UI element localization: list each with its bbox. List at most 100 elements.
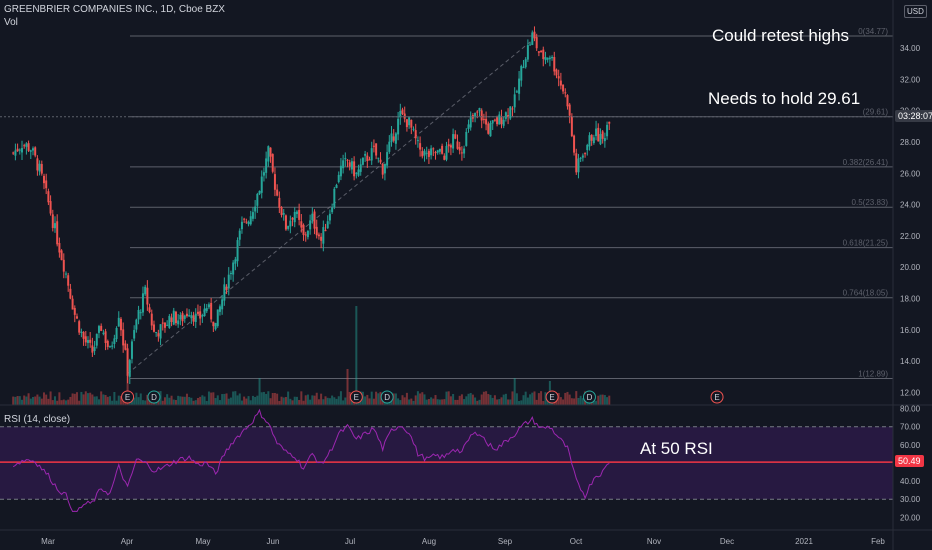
volume-bar [379,391,382,405]
volume-bar [71,393,74,405]
candle-body [405,119,408,128]
candle-body [529,44,532,46]
candle-body [95,333,98,346]
candle-body [423,150,426,156]
volume-bar [135,392,138,405]
volume-bar [18,396,21,405]
volume-bar [49,391,52,405]
candle-body [251,212,254,219]
volume-bar [280,396,283,405]
candle-body [225,286,228,291]
candle-body [357,169,360,176]
volume-bar [291,400,294,405]
currency-badge[interactable]: USD [904,5,927,18]
candle-body [71,298,74,310]
candle-body [509,106,512,119]
candle-body [287,225,290,229]
volume-bar [38,396,41,405]
volume-bar [366,394,369,405]
volume-bar [535,399,538,405]
candle-body [353,161,356,177]
earnings-event [710,390,724,404]
candle-body [69,288,72,299]
volume-bar [540,391,543,405]
candle-body [111,345,114,347]
candle-body [595,128,598,137]
candle-body [403,113,406,119]
candle-body [262,172,265,176]
volume-bar [482,391,485,405]
volume-bar [410,398,413,405]
candle-body [18,149,21,151]
candle-body [14,150,17,156]
volume-bar [375,391,378,405]
volume-bar [282,397,285,405]
fib-label: 0(34.77) [858,27,888,36]
volume-bar [447,391,450,405]
candle-body [23,145,26,147]
candle-body [102,332,105,334]
candle-body [31,148,34,151]
candle-body [207,304,210,308]
candle-body [238,230,241,240]
x-tick-label: Jul [345,537,355,546]
candle-body [366,155,369,162]
candle-body [25,143,28,147]
dividend-event [582,390,596,404]
volume-bar [100,391,103,405]
candle-body [273,174,276,190]
earnings-event [545,390,559,404]
volume-bar [185,393,188,405]
candle-body [84,336,87,343]
price-pane: 0(34.77) (29.61) 0.382(26.41) 0.5(23.83) 0.6… [0,26,893,405]
fib-label: 0.618(21.25) [843,239,889,248]
candle-body [210,302,213,320]
candle-body [443,155,446,160]
volume-bar [29,398,32,405]
volume-bar [93,396,96,405]
x-tick-label: Oct [570,537,583,546]
candle-body [309,220,312,230]
candle-body [555,69,558,76]
volume-bar [478,399,481,405]
candle-body [537,51,540,53]
volume-bar [573,398,576,405]
volume-bar [203,396,206,405]
candle-body [557,76,560,79]
candle-body [276,189,279,196]
candle-body [573,135,576,153]
candle-body [27,143,30,151]
event-label: D [384,393,390,402]
volume-bar [214,398,217,405]
candle-body [456,141,459,149]
volume-bar [507,399,510,405]
volume-bar [251,395,254,405]
candle-body [137,309,140,320]
volume-bar [456,399,459,405]
candle-body [577,158,580,173]
candle-body [399,110,402,118]
volume-bar [161,400,164,405]
candle-body [606,124,609,137]
volume-bar [91,394,94,405]
volume-bar [212,392,215,405]
volume-bar [75,392,78,405]
volume-bar [328,398,331,405]
fib-label: 0.382(26.41) [843,158,889,167]
candle-body [372,145,375,147]
candle-body [267,146,270,162]
candle-body [445,145,448,160]
volume-bar [82,394,85,405]
candle-body [496,117,499,125]
candle-body [383,163,386,174]
candle-body [432,148,435,150]
candle-body [89,339,92,343]
candle-body [260,176,263,193]
volume-bar [370,391,373,405]
candle-body [346,159,349,161]
volume-bar [269,398,272,405]
volume-bar [392,393,395,405]
volume-bar [599,394,602,405]
volume-bar [346,369,349,405]
volume-bar [236,395,239,405]
